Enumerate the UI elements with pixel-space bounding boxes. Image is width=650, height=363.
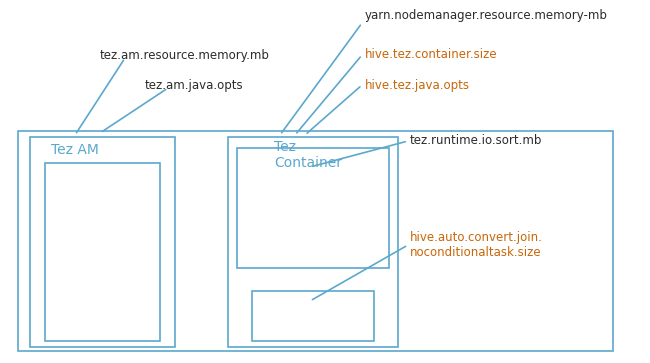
Text: hive.tez.java.opts: hive.tez.java.opts — [365, 78, 470, 91]
Bar — [237, 148, 389, 268]
Bar — [18, 131, 613, 351]
Text: tez.am.resource.memory.mb: tez.am.resource.memory.mb — [100, 49, 270, 61]
Text: tez.runtime.io.sort.mb: tez.runtime.io.sort.mb — [410, 135, 542, 147]
Bar — [252, 291, 374, 341]
Text: Tez AM: Tez AM — [51, 143, 99, 157]
Bar — [45, 163, 160, 341]
Bar — [228, 137, 398, 347]
Text: tez.am.java.opts: tez.am.java.opts — [145, 78, 244, 91]
Bar — [30, 137, 175, 347]
Text: Tez
Container: Tez Container — [274, 140, 342, 170]
Text: hive.tez.container.size: hive.tez.container.size — [365, 49, 498, 61]
Text: yarn.nodemanager.resource.memory-mb: yarn.nodemanager.resource.memory-mb — [365, 8, 608, 21]
Text: hive.auto.convert.join.
noconditionaltask.size: hive.auto.convert.join. noconditionaltas… — [410, 231, 543, 259]
